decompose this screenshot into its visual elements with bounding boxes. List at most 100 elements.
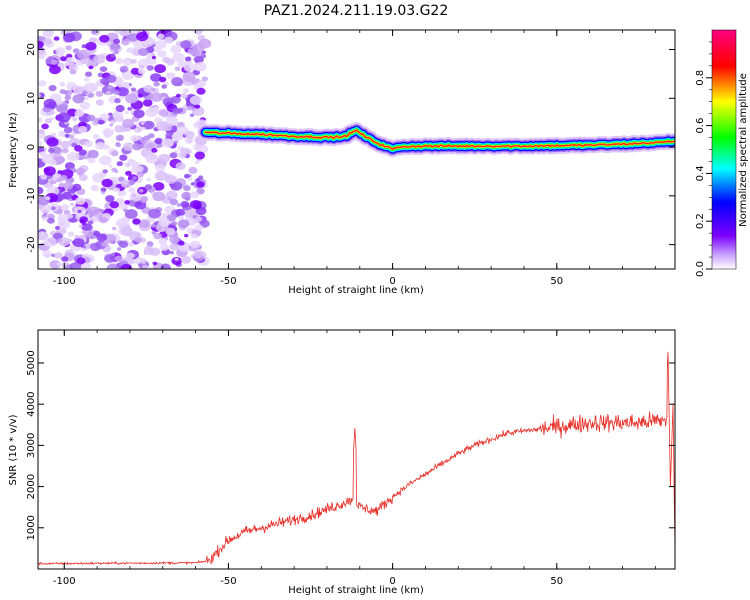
noise-blob [56,177,63,183]
noise-blob [195,51,203,57]
noise-blob [138,48,149,57]
noise-blob [85,213,91,218]
noise-blob [170,95,181,104]
noise-blob [122,57,133,66]
noise-blob [138,64,145,70]
noise-blob [188,166,198,174]
noise-blob [59,89,66,95]
noise-blob [93,230,101,237]
snr-ytick-label: 3000 [26,433,37,458]
noise-blob [150,223,156,228]
noise-blob [85,41,97,51]
noise-blob [59,81,66,87]
noise-blob [150,73,162,82]
noise-blob [155,163,166,172]
noise-blob [194,160,200,165]
noise-blob [190,191,200,199]
noise-blob [201,76,208,82]
snr-frame [37,329,676,570]
colorbar: 0.0 0.2 0.4 0.6 0.8 Normalized spectral ampl… [695,29,749,277]
noise-blob [196,181,205,188]
noise-blob [173,113,178,117]
noise-blob [185,56,192,62]
noise-blob [69,262,82,269]
noise-blob [109,201,120,209]
noise-blob [50,59,59,65]
noise-blob [147,242,154,248]
noise-blob [193,30,203,35]
noise-blob [180,93,188,99]
noise-blob [85,60,97,69]
colorbar-label: Normalized spectral amplitude [738,73,749,227]
noise-blob [38,186,44,195]
noise-blob [50,132,57,137]
noise-blob [184,233,189,238]
noise-blob [66,82,77,91]
noise-blob [63,209,71,215]
noise-blob [60,56,67,62]
noise-blob [128,181,135,186]
noise-blob [116,247,122,251]
noise-blob [172,107,181,115]
noise-blob [67,152,80,162]
noise-blob [84,140,93,148]
noise-blob [38,117,43,123]
noise-blob [178,240,185,246]
noise-blob [153,81,160,87]
noise-blob [136,31,149,42]
noise-blob [81,247,86,252]
noise-blob [192,214,197,219]
noise-blob [74,110,84,118]
noise-blob [152,191,166,202]
colorbar-tick-label: 0.8 [695,70,706,86]
noise-blob [183,62,196,72]
noise-blob [187,106,193,111]
noise-blob [113,187,120,193]
noise-blob [48,148,55,153]
noise-blob [49,65,61,75]
noise-blob [87,206,100,216]
noise-blob [113,38,121,44]
snr-xtick-label: -100 [53,576,76,587]
noise-blob [61,148,69,154]
noise-blob [77,209,82,213]
noise-blob [101,178,113,188]
noise-blob [63,181,74,190]
noise-blob [54,252,63,259]
noise-blob [165,227,176,236]
noise-blob [159,243,169,251]
noise-blob [48,85,57,92]
noise-blob [57,170,63,174]
noise-blob [169,152,178,159]
noise-blob [92,134,100,140]
noise-blob [102,169,108,174]
noise-blob [103,131,112,138]
noise-blob [146,177,151,182]
snr-ticks: -100 -50 0 50 1000 2000 3000 4000 5000 [26,330,675,587]
noise-blob [52,146,62,154]
noise-blob [56,104,68,113]
noise-blob [83,224,93,232]
noise-blob [55,209,63,215]
noise-blob [79,216,88,223]
noise-blob [56,262,62,266]
noise-blob [78,125,88,134]
noise-blob [42,216,48,221]
noise-blob [180,40,192,50]
noise-blob [124,209,138,219]
noise-blob [70,202,75,206]
spectrogram-noise-region [38,30,212,269]
noise-blob [114,50,119,55]
noise-blob [115,78,124,85]
noise-blob [201,50,206,55]
noise-blob [38,40,44,49]
noise-blob [174,66,181,71]
noise-blob [88,65,94,70]
noise-blob [167,197,172,201]
noise-blob [140,197,148,204]
noise-blob [63,126,73,134]
noise-blob [121,38,130,46]
noise-blob [175,208,186,217]
noise-blob [68,134,75,139]
noise-blob [122,81,130,87]
